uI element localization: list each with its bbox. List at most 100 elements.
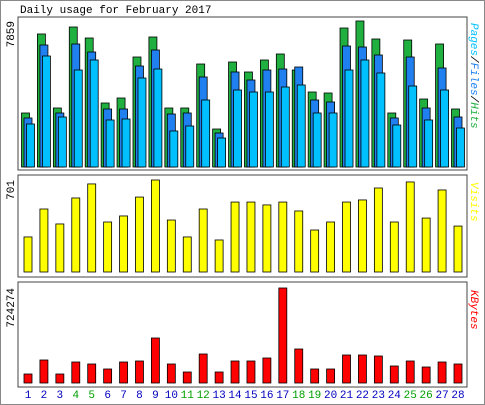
bar	[119, 215, 128, 273]
bar	[405, 181, 415, 273]
x-tick-label: 10	[165, 390, 178, 402]
bar	[326, 221, 335, 273]
bar	[103, 221, 113, 273]
x-tick-label: 17	[276, 390, 289, 402]
x-tick-label: 13	[213, 390, 226, 402]
bar	[310, 368, 320, 384]
bar	[23, 236, 33, 273]
bar	[23, 373, 33, 384]
bar	[26, 123, 35, 168]
x-tick-label: 12	[197, 390, 210, 402]
bar	[71, 197, 81, 273]
y-tick-label: 701	[6, 180, 18, 200]
bar	[39, 208, 49, 273]
x-tick-label: 2	[41, 390, 48, 402]
bar	[214, 239, 224, 273]
bar	[264, 91, 274, 168]
bar	[389, 221, 399, 273]
bar	[421, 217, 431, 273]
bar	[342, 354, 351, 384]
legend-separator: /	[467, 96, 479, 103]
bar	[373, 187, 383, 273]
bar	[437, 361, 447, 384]
x-tick-label: 20	[324, 390, 337, 402]
legend-entry: KBytes	[467, 290, 479, 330]
bar	[103, 368, 113, 384]
bar	[182, 236, 192, 273]
legend-entry: Visits	[467, 182, 479, 222]
bar	[73, 69, 83, 168]
bar	[262, 204, 272, 273]
x-tick-label: 19	[308, 390, 321, 402]
bar	[326, 368, 335, 384]
legend: Visits	[467, 182, 479, 222]
bar	[135, 360, 144, 384]
bar	[310, 229, 320, 273]
x-tick-label: 8	[136, 390, 143, 402]
bar	[121, 118, 131, 168]
bar	[39, 359, 49, 384]
x-tick-label: 5	[88, 390, 95, 402]
x-tick-label: 15	[244, 390, 257, 402]
bar	[360, 59, 370, 168]
bar	[437, 189, 447, 273]
bar	[294, 348, 304, 384]
bar	[55, 223, 65, 273]
bar	[42, 55, 51, 168]
x-tick-label: 7	[120, 390, 127, 402]
bar	[280, 86, 290, 168]
x-tick-label: 25	[404, 390, 417, 402]
x-tick-label: 16	[260, 390, 273, 402]
x-tick-label: 24	[388, 390, 402, 402]
bar	[440, 89, 449, 168]
bar	[312, 112, 322, 168]
bar	[119, 361, 128, 384]
chart-title: Daily usage for February 2017	[20, 5, 211, 17]
x-tick-label: 21	[340, 390, 354, 402]
bar	[296, 84, 306, 168]
x-tick-label: 9	[152, 390, 159, 402]
bar	[201, 99, 211, 168]
legend-entry: Hits	[467, 102, 479, 128]
panel	[17, 281, 468, 388]
y-tick-label: 7859	[6, 21, 18, 47]
bar	[137, 77, 147, 168]
bar	[294, 210, 304, 273]
bar	[421, 366, 431, 384]
bar	[89, 59, 99, 168]
bar	[151, 179, 160, 273]
x-tick-label: 3	[57, 390, 64, 402]
bar	[358, 354, 367, 384]
bar	[198, 353, 208, 384]
bar	[166, 219, 176, 273]
panel	[17, 174, 468, 278]
bar	[373, 355, 383, 384]
bar	[230, 360, 240, 384]
bar	[214, 371, 224, 384]
x-tick-label: 26	[420, 390, 433, 402]
bar	[453, 363, 463, 384]
bar	[217, 137, 227, 168]
bar	[405, 360, 415, 384]
bar	[328, 112, 338, 168]
bar	[105, 119, 115, 168]
bar	[55, 373, 65, 384]
bar	[151, 337, 160, 384]
bar	[278, 287, 288, 384]
bar	[456, 127, 465, 168]
legend-separator: /	[467, 56, 479, 63]
legend-entry: Files	[467, 63, 479, 96]
x-tick-label: 23	[372, 390, 385, 402]
x-tick-label: 11	[181, 390, 195, 402]
x-tick-label: 14	[228, 390, 242, 402]
bar	[87, 363, 97, 384]
x-tick-label: 1	[25, 390, 32, 402]
bar	[424, 119, 434, 168]
bar	[246, 201, 256, 273]
bar	[233, 89, 242, 168]
bar	[182, 371, 192, 384]
bar	[262, 357, 272, 384]
x-tick-label: 4	[72, 390, 79, 402]
y-tick-label: 724274	[6, 288, 18, 328]
